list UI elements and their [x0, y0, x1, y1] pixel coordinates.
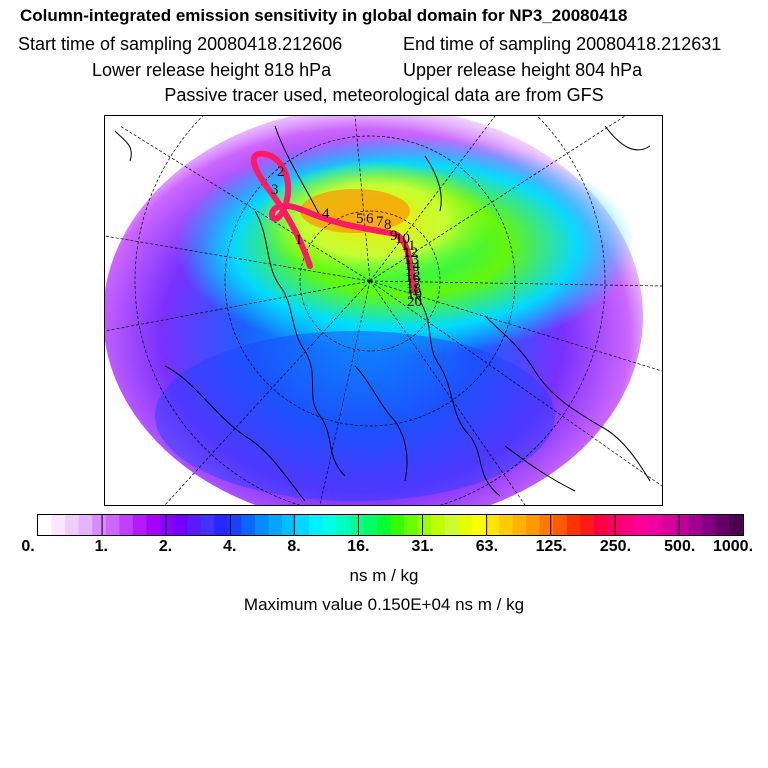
- colorbar-swatch: [376, 515, 392, 535]
- track-label: 7: [376, 214, 384, 230]
- colorbar-swatch: [38, 515, 53, 535]
- colorbar-swatch: [173, 515, 188, 535]
- colorbar-tick-label: 31.: [411, 538, 434, 555]
- colorbar-swatch: [51, 515, 66, 535]
- colorbar-swatch: [78, 515, 93, 535]
- colorbar-swatch: [322, 515, 337, 535]
- colorbar-swatch: [729, 515, 743, 535]
- colorbar-swatch: [349, 515, 364, 535]
- colorbar-tick-label: 63.: [475, 538, 499, 555]
- colorbar-swatch: [458, 515, 473, 535]
- colorbar-tick-label: 0.: [21, 538, 35, 555]
- colorbar-swatch: [92, 515, 107, 535]
- colorbar-tick-label: 4.: [223, 538, 237, 555]
- track-label: 17: [406, 276, 422, 292]
- colorbar-swatch: [648, 515, 663, 535]
- colorbar-swatch: [336, 515, 351, 535]
- start-time: Start time of sampling 20080418.212606: [18, 34, 343, 54]
- track-label: 10: [395, 231, 410, 247]
- colorbar-swatch: [254, 515, 270, 535]
- colorbar-swatch: [65, 515, 80, 535]
- colorbar-swatch: [200, 515, 215, 535]
- track-label: 5: [356, 211, 364, 227]
- track-label: 12: [403, 245, 418, 261]
- track-label: 8: [384, 217, 392, 233]
- colorbar: [37, 514, 744, 536]
- track-label: 2: [277, 164, 285, 180]
- track-label: 20: [407, 294, 422, 310]
- end-time: End time of sampling 20080418.212631: [403, 34, 722, 54]
- colorbar-swatch: [498, 515, 514, 535]
- colorbar-tick-label: 16.: [347, 538, 370, 555]
- colorbar-tick-label: 1.: [94, 538, 108, 555]
- colorbar-swatch: [566, 515, 581, 535]
- colorbar-tick-label: 500.: [664, 538, 696, 555]
- colorbar-tick-label: 125.: [535, 538, 567, 555]
- colorbar-swatch: [620, 515, 636, 535]
- track-label: 13: [404, 252, 419, 268]
- track-label: 11: [401, 238, 415, 254]
- colorbar-swatch: [417, 515, 432, 535]
- lower-release-height: Lower release height 818 hPa: [92, 60, 332, 80]
- colorbar-swatch: [214, 515, 229, 535]
- track-label: 9: [390, 228, 398, 244]
- colorbar-swatch: [553, 515, 568, 535]
- colorbar-swatch: [702, 515, 717, 535]
- colorbar-swatch: [634, 515, 649, 535]
- colorbar-swatch: [715, 515, 731, 535]
- track-label: 19: [407, 287, 422, 303]
- plot-title: Column-integrated emission sensitivity i…: [20, 6, 628, 25]
- colorbar-swatch: [268, 515, 283, 535]
- colorbar-swatch: [675, 515, 690, 535]
- colorbar-tick-label: 1000.: [712, 538, 754, 555]
- colorbar-swatch: [282, 515, 297, 535]
- colorbar-swatch: [160, 515, 175, 535]
- colorbar-swatch: [105, 515, 120, 535]
- colorbar-swatch: [512, 515, 527, 535]
- sensitivity-field-south: [155, 331, 555, 501]
- colorbar-swatch: [485, 515, 500, 535]
- colorbar-tick-label: 2.: [158, 538, 173, 555]
- colorbar-swatch: [661, 515, 676, 535]
- colorbar-swatch: [580, 515, 595, 535]
- colorbar-swatch: [132, 515, 148, 535]
- colorbar-tick-label: 250.: [599, 538, 632, 555]
- colorbar-swatch: [227, 515, 242, 535]
- track-label: 18: [406, 281, 421, 297]
- flight-track: [250, 150, 418, 294]
- colorbar-swatch: [187, 515, 202, 535]
- maximum-value-label: Maximum value 0.150E+04 ns m / kg: [243, 595, 525, 614]
- track-label: 1: [295, 232, 303, 248]
- colorbar-swatch: [526, 515, 541, 535]
- track-label: 3: [271, 182, 279, 198]
- track-label: 6: [366, 211, 374, 227]
- colorbar-swatch: [119, 515, 134, 535]
- graticule: [105, 116, 662, 505]
- track-label: 14: [405, 258, 421, 274]
- track-label: 16: [405, 270, 421, 286]
- track-label: 15: [405, 264, 420, 280]
- colorbar-swatch: [390, 515, 405, 535]
- coastlines: [114, 125, 651, 502]
- colorbar-swatch: [404, 515, 419, 535]
- tracer-note: Passive tracer used, meteorological data…: [164, 85, 604, 105]
- upper-release-height: Upper release height 804 hPa: [403, 60, 643, 80]
- colorbar-tick-label: 8.: [287, 538, 301, 555]
- colorbar-swatch: [471, 515, 487, 535]
- colorbar-swatch: [295, 515, 310, 535]
- emission-sensitivity-map: 1 2 3 4 5 6 7 8 9 10 11 12 13 14 15 16 1…: [104, 115, 663, 506]
- colorbar-swatch: [593, 515, 609, 535]
- colorbar-swatch: [241, 515, 256, 535]
- colorbar-swatch: [363, 515, 378, 535]
- colorbar-tick-labels: 0. 1. 2. 4. 8. 16. 31. 63. 125. 250. 500. 1000.: [0, 538, 768, 558]
- colorbar-swatch: [309, 515, 324, 535]
- colorbar-unit-label: ns m / kg: [349, 566, 419, 585]
- colorbar-swatch: [431, 515, 446, 535]
- colorbar-swatch: [688, 515, 703, 535]
- colorbar-swatch: [444, 515, 459, 535]
- colorbar-swatch: [539, 515, 554, 535]
- colorbar-swatch: [146, 515, 161, 535]
- track-label: 4: [322, 206, 330, 222]
